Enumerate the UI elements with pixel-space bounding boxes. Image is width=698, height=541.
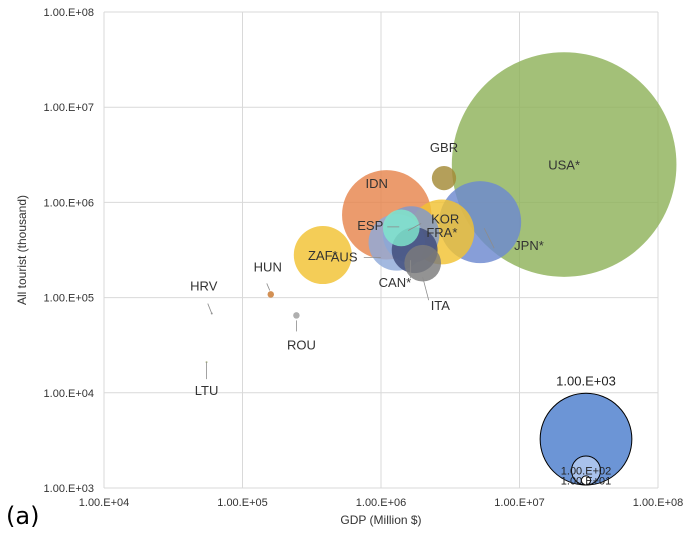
y-tick-label: 1.00.E+08: [44, 7, 94, 19]
bubble-label-esp: ESP: [357, 218, 383, 233]
legend-label-2: 1.00.E+01: [561, 475, 611, 487]
bubble-label-zaf: ZAF*: [308, 248, 338, 263]
y-tick-label: 1.00.E+05: [44, 293, 94, 305]
size-legend: 1.00.E+03 1.00.E+021.00.E+01: [539, 373, 633, 487]
leader-line: [207, 303, 213, 314]
bubble-gbr: [431, 165, 457, 191]
bubble-label-aus: AUS: [331, 249, 358, 264]
bubble-ita: [404, 244, 442, 282]
panel-label: (a): [6, 502, 40, 530]
leader-line: [407, 223, 422, 231]
x-tick-label: 1.00.E+04: [79, 497, 129, 509]
legend-label-1: 1.00.E+02: [561, 466, 611, 478]
bubble-label-idn: IDN: [366, 176, 388, 191]
bubble-label-rou: ROU: [287, 337, 316, 352]
bubble-label-can: CAN*: [379, 275, 412, 290]
x-axis-title: GDP (Million $): [340, 513, 421, 527]
bubble-label-ita: ITA: [431, 298, 451, 313]
legend-circle-2: [580, 475, 592, 486]
x-tick-label: 1.00.E+05: [217, 497, 267, 509]
x-tick-label: 1.00.E+08: [633, 497, 683, 509]
bubble-label-gbr: GBR: [430, 140, 458, 155]
leader-line: [266, 283, 271, 291]
y-tick-label: 1.00.E+03: [44, 483, 94, 495]
bubble-label-usa: USA*: [548, 158, 580, 173]
bubble-esp: [382, 209, 420, 247]
bubble-label-hrv: HRV: [190, 279, 218, 294]
legend-label-0: 1.00.E+03: [556, 373, 616, 388]
bubble-hun: [267, 291, 275, 298]
y-axis-title: All tourist (thousand): [15, 195, 29, 305]
bubble-label-fra: FRA*: [426, 225, 457, 240]
bubble-label-hun: HUN: [254, 259, 282, 274]
bubble-rou: [293, 312, 300, 319]
bubble-label-kor: KOR: [431, 212, 459, 227]
y-tick-label: 1.00.E+06: [44, 197, 94, 209]
bubbles: [205, 52, 677, 364]
y-tick-label: 1.00.E+04: [44, 388, 94, 400]
y-tick-label: 1.00.E+07: [44, 102, 94, 114]
bubble-labels: USA* JPN* GBR FRA* IDN KOR ESP AUS CAN* ITA ZAF* HU…: [190, 140, 580, 398]
leader-line: [483, 227, 495, 249]
bubble-zaf: [293, 226, 352, 285]
bubble-label-ltu: LTU: [195, 383, 219, 398]
tick-labels: 1.00.E+04 1.00.E+05 1.00.E+06 1.00.E+07 1.00…: [44, 7, 684, 509]
leader-line: [422, 277, 430, 301]
bubble-label-jpn: JPN*: [514, 238, 544, 253]
x-tick-label: 1.00.E+07: [494, 497, 544, 509]
x-tick-label: 1.00.E+06: [356, 497, 406, 509]
